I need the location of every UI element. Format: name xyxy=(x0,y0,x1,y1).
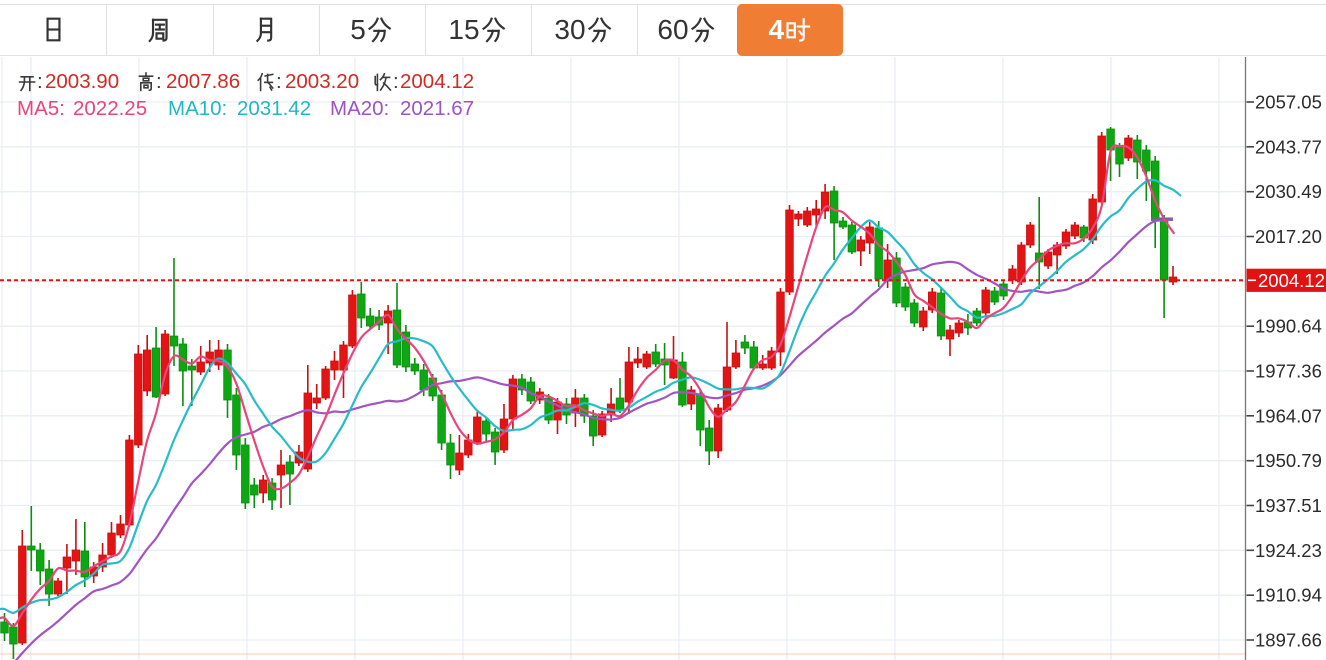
svg-text:1937.51: 1937.51 xyxy=(1255,495,1322,516)
svg-text:1950.79: 1950.79 xyxy=(1255,450,1322,471)
svg-text:1964.07: 1964.07 xyxy=(1255,405,1322,426)
svg-text:2017.20: 2017.20 xyxy=(1255,226,1322,247)
svg-text:1990.64: 1990.64 xyxy=(1255,316,1322,337)
svg-text:1897.66: 1897.66 xyxy=(1255,630,1322,651)
svg-text:1977.36: 1977.36 xyxy=(1255,361,1322,382)
svg-text:2043.77: 2043.77 xyxy=(1255,136,1322,157)
svg-text:2004.12: 2004.12 xyxy=(1258,270,1325,291)
svg-text:1924.23: 1924.23 xyxy=(1255,540,1322,561)
svg-text:1910.94: 1910.94 xyxy=(1255,585,1322,606)
svg-text:2057.05: 2057.05 xyxy=(1255,92,1322,113)
svg-text:2030.49: 2030.49 xyxy=(1255,181,1322,202)
